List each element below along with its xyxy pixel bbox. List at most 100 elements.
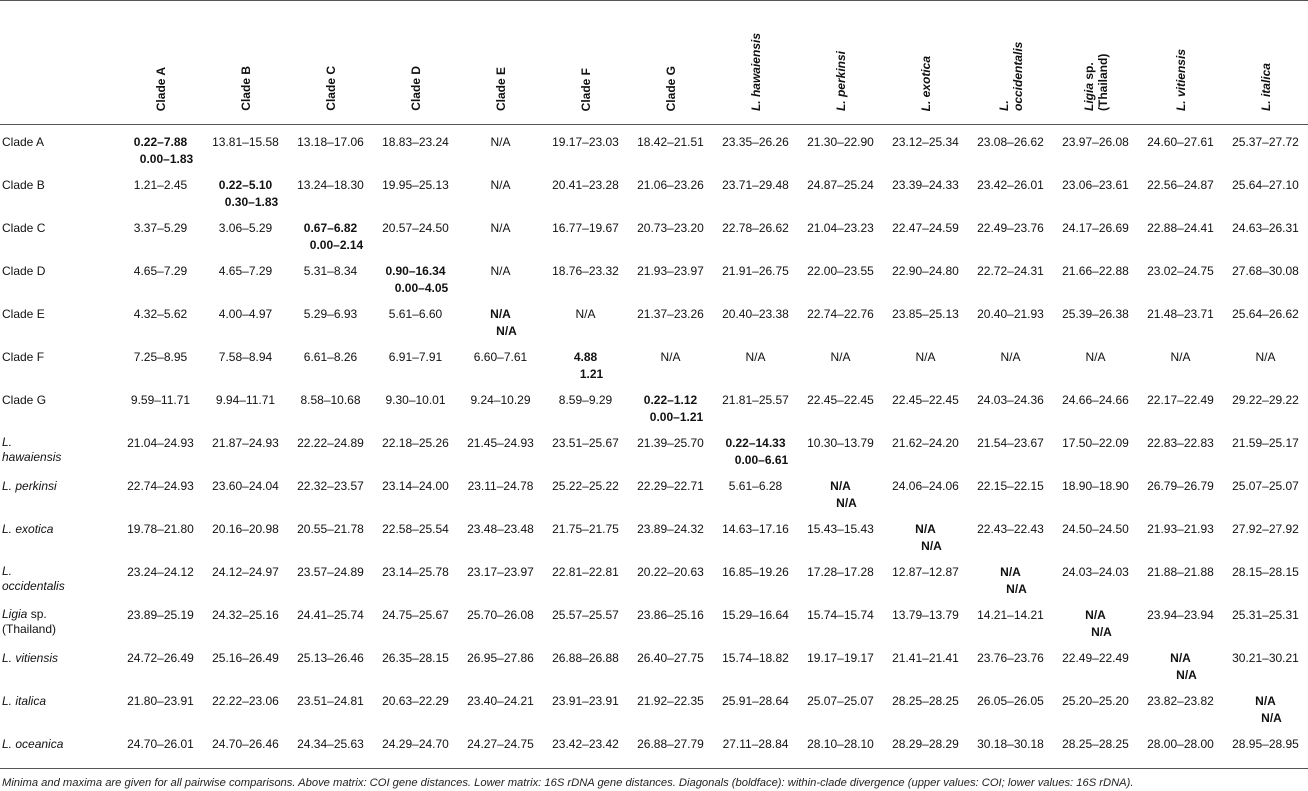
cell: 22.78–26.62	[722, 221, 789, 235]
upper-value: 0.22–14.33	[725, 436, 786, 450]
table-row: L. hawaiensis 21.04–24.93 21.87–24.93 22.22…	[0, 426, 1308, 469]
table-row: L. oceanica 24.70–26.01 24.70–26.46 24.34–2…	[0, 727, 1308, 768]
upper-value: N/A	[490, 307, 511, 321]
cell: 17.28–17.28	[807, 565, 874, 579]
cell: 23.14–25.78	[382, 565, 449, 579]
cell: 23.06–23.61	[1062, 178, 1129, 192]
cell: 15.43–15.43	[807, 522, 874, 536]
cell: 13.81–15.58	[212, 135, 279, 149]
column-header-text: L. occidentalis	[996, 41, 1025, 111]
cell: 23.51–25.67	[552, 436, 619, 450]
cell: 6.60–7.61	[473, 350, 528, 364]
lower-value: 1.21	[579, 367, 604, 381]
column-header: Clade D	[373, 1, 458, 125]
lower-value: N/A	[496, 324, 517, 338]
cell: 28.29–28.29	[892, 737, 959, 751]
cell: 7.58–8.94	[218, 350, 273, 364]
cell: 25.64–26.62	[1232, 307, 1299, 321]
cell: 21.39–25.70	[637, 436, 704, 450]
cell: 24.87–25.24	[807, 178, 874, 192]
table-row: L. italica 21.80–23.91 22.22–23.06 23.51–24…	[0, 684, 1308, 727]
cell: 12.87–12.87	[892, 565, 959, 579]
footnote: Minima and maxima are given for all pair…	[2, 776, 1134, 789]
cell: 17.50–22.09	[1062, 436, 1129, 450]
diagonal-cell: 0.22–5.10 0.30–1.83	[203, 168, 288, 211]
row-label: Clade B	[2, 178, 45, 192]
cell: 23.17–23.97	[467, 565, 534, 579]
table-row: L. vitiensis 24.72–26.49 25.16–26.49 25.13–…	[0, 641, 1308, 684]
diagonal-cell: N/A N/A	[1223, 684, 1308, 727]
cell: 27.11–28.84	[722, 737, 789, 751]
cell: 19.95–25.13	[382, 178, 449, 192]
cell: 23.85–25.13	[892, 307, 959, 321]
row-label: Clade A	[2, 135, 45, 149]
cell: 15.74–18.82	[722, 651, 789, 665]
cell: 20.22–20.63	[637, 565, 704, 579]
cell: 23.42–23.42	[552, 737, 619, 751]
cell: 21.54–23.67	[977, 436, 1044, 450]
column-header: L. vitiensis	[1138, 1, 1223, 125]
table-row: Ligia sp. (Thailand) 23.89–25.19 24.32–25.…	[0, 598, 1308, 641]
lower-value: N/A	[921, 539, 942, 553]
upper-value: 0.90–16.34	[385, 264, 446, 278]
cell: 24.27–24.75	[467, 737, 534, 751]
cell: 25.91–28.64	[722, 694, 789, 708]
row-label: L. exotica	[2, 522, 54, 536]
column-header-text: Clade B	[238, 66, 253, 111]
cell: 21.88–21.88	[1147, 565, 1214, 579]
distance-table: Clade A Clade B Clade C Clade D Clade E Clade…	[0, 0, 1308, 768]
cell: N/A	[745, 350, 766, 364]
cell: 21.41–21.41	[892, 651, 959, 665]
cell: 18.90–18.90	[1062, 479, 1129, 493]
cell: N/A	[490, 264, 511, 278]
cell: 23.97–26.08	[1062, 135, 1129, 149]
cell: 26.40–27.75	[637, 651, 704, 665]
cell: 23.14–24.00	[382, 479, 449, 493]
column-header: Clade E	[458, 1, 543, 125]
diagonal-cell: N/A N/A	[1138, 641, 1223, 684]
cell: 24.17–26.69	[1062, 221, 1129, 235]
column-header: L. perkinsi	[798, 1, 883, 125]
cell: 22.81–22.81	[552, 565, 619, 579]
row-label: Clade F	[2, 350, 45, 364]
column-header-text: L. hawaiensis	[748, 32, 763, 111]
diagonal-cell: 0.22–1.12 0.00–1.21	[628, 383, 713, 426]
cell: 23.89–24.32	[637, 522, 704, 536]
cell: 23.08–26.62	[977, 135, 1044, 149]
diagonal-cell: 0.22–14.33 0.00–6.61	[713, 426, 798, 469]
cell: 23.94–23.94	[1147, 608, 1214, 622]
cell: 22.29–22.71	[637, 479, 704, 493]
cell: 20.55–21.78	[297, 522, 364, 536]
cell: N/A	[1255, 350, 1276, 364]
cell: N/A	[1085, 350, 1106, 364]
cell: N/A	[1000, 350, 1021, 364]
cell: 23.86–25.16	[637, 608, 704, 622]
cell: 4.00–4.97	[218, 307, 273, 321]
cell: 28.00–28.00	[1147, 737, 1214, 751]
table-row: Clade D 4.65–7.29 4.65–7.29 5.31–8.34 0.90–1…	[0, 254, 1308, 297]
cell: N/A	[575, 307, 596, 321]
cell: 27.92–27.92	[1232, 522, 1299, 536]
column-header-text: Clade C	[323, 66, 338, 111]
cell: 23.24–24.12	[127, 565, 194, 579]
upper-value: N/A	[1000, 565, 1021, 579]
cell: 4.65–7.29	[218, 264, 273, 278]
cell: 20.40–21.93	[977, 307, 1044, 321]
corner-cell	[0, 1, 118, 125]
cell: 24.60–27.61	[1147, 135, 1214, 149]
cell: 21.93–23.97	[637, 264, 704, 278]
cell: 23.35–26.26	[722, 135, 789, 149]
cell: 30.21–30.21	[1232, 651, 1299, 665]
cell: 28.25–28.25	[892, 694, 959, 708]
cell: 3.06–5.29	[218, 221, 273, 235]
lower-value: 0.00–2.14	[309, 238, 364, 252]
table-row: L. perkinsi 22.74–24.93 23.60–24.04 22.32–2…	[0, 469, 1308, 512]
cell: 26.05–26.05	[977, 694, 1044, 708]
cell: 24.70–26.46	[212, 737, 279, 751]
cell: 26.88–26.88	[552, 651, 619, 665]
upper-value: 0.67–6.82	[303, 221, 358, 235]
cell: 30.18–30.18	[977, 737, 1044, 751]
cell: 23.48–23.48	[467, 522, 534, 536]
cell: 22.56–24.87	[1147, 178, 1214, 192]
cell: 23.82–23.82	[1147, 694, 1214, 708]
